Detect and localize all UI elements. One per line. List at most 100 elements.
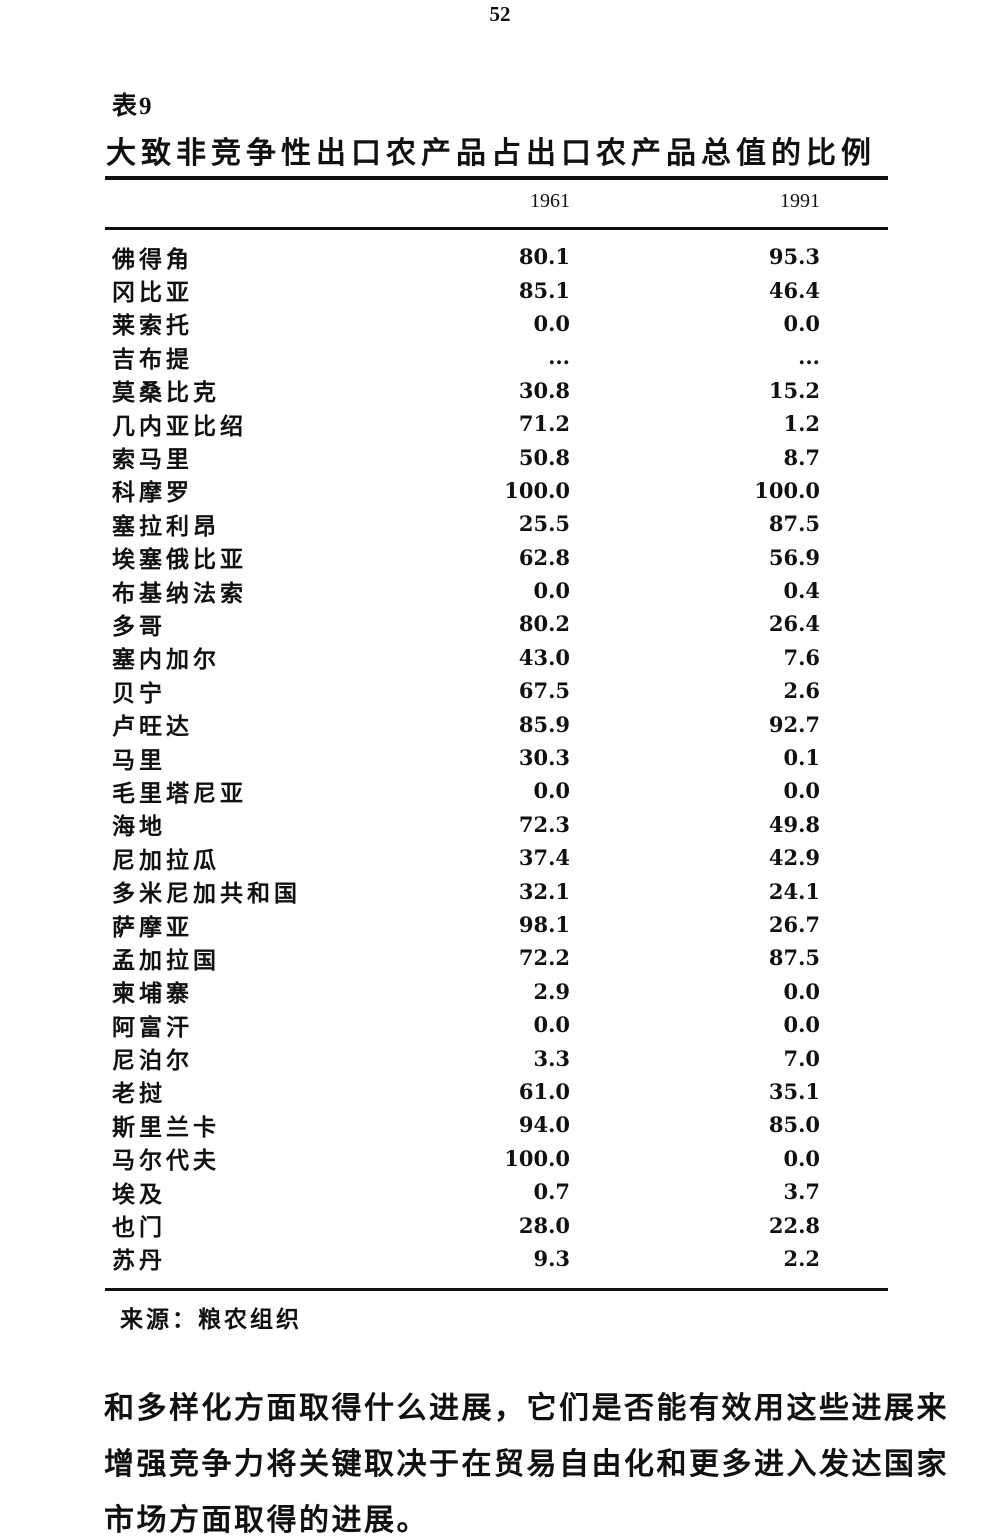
country-name-cell: 孟加拉国	[112, 947, 220, 973]
country-name-cell: 老挝	[112, 1081, 166, 1107]
country-name-cell: 莱索托	[112, 313, 193, 339]
page-number: 52	[489, 2, 511, 26]
table-source: 来源：粮农组织	[120, 1307, 302, 1332]
value-1991-cell: 26.7	[768, 912, 820, 937]
table-row: 柬埔寨 2.9 0.0	[105, 975, 888, 1008]
table-row: 布基纳法索 0.0 0.4	[105, 574, 888, 607]
value-1961-cell: 30.3	[518, 745, 570, 771]
value-1991-cell: 95.3	[768, 244, 820, 270]
country-name-cell: 马尔代夫	[112, 1148, 220, 1174]
table-row: 孟加拉国 72.2 87.5	[105, 941, 888, 974]
country-name-cell: 佛得角	[112, 246, 193, 272]
table-title: 大致非竞争性出口农产品占出口农产品总值的比例	[106, 137, 876, 170]
table-row: 老挝 61.0 35.1	[105, 1075, 888, 1108]
country-name-cell: 毛里塔尼亚	[112, 780, 247, 806]
bottom-rule	[105, 1288, 888, 1291]
country-name-cell: 柬埔寨	[112, 981, 193, 1007]
value-1961-cell: 94.0	[518, 1112, 570, 1138]
value-1961-cell: 67.5	[518, 678, 570, 704]
value-1991-cell: 15.2	[768, 377, 820, 403]
country-name-cell: 塞拉利昂	[112, 513, 220, 539]
value-1991-cell: 2.2	[783, 1245, 820, 1271]
country-name-cell: 马里	[112, 747, 166, 773]
value-1991-cell: ...	[798, 344, 820, 370]
header-rule	[105, 227, 888, 230]
table-row: 莫桑比克 30.8 15.2	[105, 374, 888, 407]
table-row: 斯里兰卡 94.0 85.0	[105, 1108, 888, 1141]
country-name-cell: 阿富汗	[112, 1014, 193, 1040]
header-col-1961: 1961	[530, 190, 570, 212]
table-row: 塞内加尔 43.0 7.6	[105, 641, 888, 674]
value-1991-cell: 22.8	[768, 1212, 820, 1238]
value-1991-cell: 92.7	[768, 711, 820, 737]
value-1991-cell: 42.9	[768, 845, 820, 871]
value-1961-cell: 37.4	[518, 845, 570, 871]
value-1961-cell: 98.1	[518, 912, 570, 937]
value-1961-cell: 85.1	[518, 277, 570, 303]
value-1961-cell: 100.0	[504, 477, 570, 503]
value-1991-cell: 7.0	[783, 1045, 820, 1071]
country-name-cell: 尼泊尔	[112, 1048, 193, 1074]
value-1961-cell: 0.0	[533, 1012, 570, 1038]
value-1961-cell: 62.8	[518, 544, 570, 570]
country-name-cell: 卢旺达	[112, 714, 193, 740]
value-1961-cell: 28.0	[518, 1212, 570, 1238]
value-1961-cell: 50.8	[518, 444, 570, 470]
value-1991-cell: 46.4	[768, 277, 820, 303]
value-1961-cell: 2.9	[533, 978, 570, 1004]
value-1961-cell: ...	[548, 344, 570, 370]
table-row: 莱索托 0.0 0.0	[105, 307, 888, 340]
value-1991-cell: 87.5	[768, 945, 820, 971]
value-1991-cell: 3.7	[783, 1179, 820, 1205]
table-row: 塞拉利昂 25.5 87.5	[105, 507, 888, 540]
value-1991-cell: 85.0	[768, 1112, 820, 1138]
table-row: 苏丹 9.3 2.2	[105, 1242, 888, 1275]
table-row: 多哥 80.2 26.4	[105, 607, 888, 640]
value-1991-cell: 2.6	[783, 678, 820, 704]
value-1991-cell: 1.2	[783, 411, 820, 437]
country-name-cell: 埃塞俄比亚	[112, 547, 247, 573]
country-name-cell: 布基纳法索	[112, 580, 247, 606]
country-name-cell: 苏丹	[112, 1248, 166, 1274]
table-row: 阿富汗 0.0 0.0	[105, 1008, 888, 1041]
value-1961-cell: 43.0	[518, 644, 570, 670]
table-row: 科摩罗 100.0 100.0	[105, 474, 888, 507]
value-1991-cell: 0.0	[783, 1012, 820, 1038]
table-body: 佛得角 80.1 95.3 冈比亚 85.1 46.4 莱索托 0.0 0.0 吉布提......…	[105, 240, 888, 1275]
table-row: 吉布提......	[105, 340, 888, 373]
header-col-1991: 1991	[780, 190, 820, 212]
table-row: 多米尼加共和国 32.1 24.1	[105, 874, 888, 907]
value-1991-cell: 0.0	[783, 310, 820, 336]
paragraph-line: 和多样化方面取得什么进展，它们是否能有效用这些进展来	[104, 1392, 949, 1425]
value-1961-cell: 0.0	[533, 310, 570, 336]
value-1991-cell: 7.6	[783, 644, 820, 670]
value-1991-cell: 8.7	[783, 444, 820, 470]
table-row: 冈比亚 85.1 46.4	[105, 273, 888, 306]
value-1991-cell: 0.4	[783, 578, 820, 604]
value-1961-cell: 32.1	[518, 878, 570, 904]
value-1991-cell: 26.4	[768, 611, 820, 637]
value-1961-cell: 61.0	[518, 1078, 570, 1104]
value-1961-cell: 30.8	[518, 377, 570, 403]
paragraph-line: 增强竞争力将关键取决于在贸易自由化和更多进入发达国家	[104, 1448, 949, 1481]
table-row: 也门 28.0 22.8	[105, 1208, 888, 1241]
title-rule	[105, 176, 888, 180]
table-row: 埃塞俄比亚 62.8 56.9	[105, 541, 888, 574]
value-1961-cell: 25.5	[518, 511, 570, 537]
value-1991-cell: 56.9	[768, 544, 820, 570]
country-name-cell: 多哥	[112, 614, 166, 639]
value-1991-cell: 35.1	[768, 1078, 820, 1104]
value-1991-cell: 24.1	[768, 878, 820, 904]
country-name-cell: 冈比亚	[112, 280, 193, 306]
country-name-cell: 贝宁	[112, 680, 166, 706]
value-1991-cell: 0.0	[783, 978, 820, 1004]
value-1991-cell: 0.0	[783, 778, 820, 804]
header-end-spacer	[820, 190, 888, 213]
table-row: 萨摩亚 98.1 26.7	[105, 908, 888, 941]
paragraph-line: 市场方面取得的进展。	[104, 1504, 429, 1537]
value-1991-cell: 0.1	[783, 745, 820, 771]
country-name-cell: 斯里兰卡	[112, 1114, 220, 1140]
value-1961-cell: 80.2	[518, 611, 570, 637]
table-row: 索马里 50.8 8.7	[105, 440, 888, 473]
table-row: 贝宁 67.5 2.6	[105, 674, 888, 707]
